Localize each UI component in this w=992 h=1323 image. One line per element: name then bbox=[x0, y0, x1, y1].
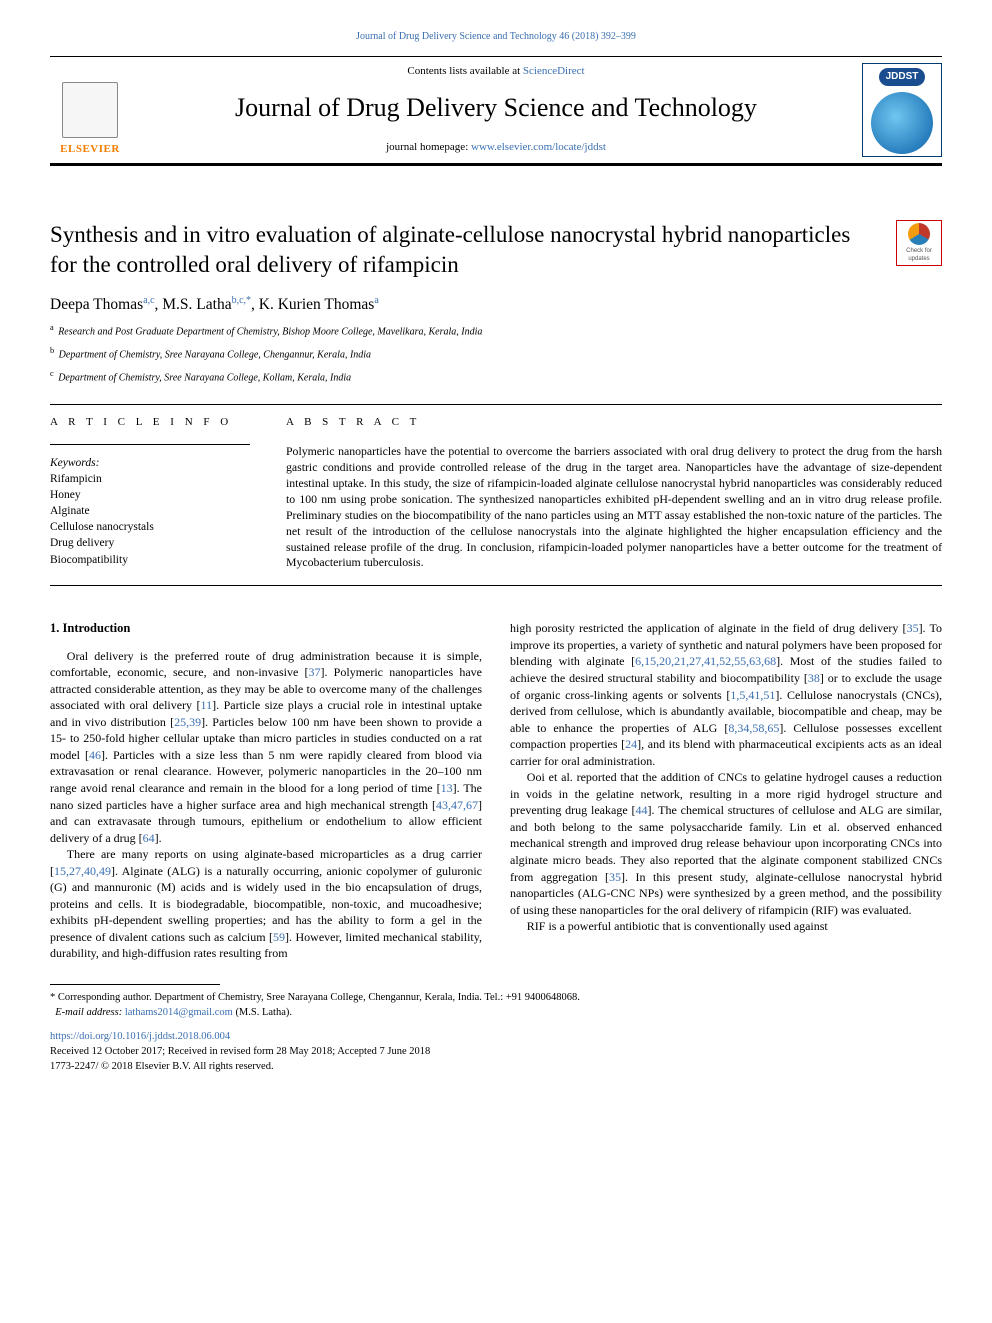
citation-link[interactable]: 46 bbox=[89, 748, 101, 762]
paragraph: RIF is a powerful antibiotic that is con… bbox=[510, 918, 942, 935]
citation-link[interactable]: 59 bbox=[273, 930, 285, 944]
email-label: E-mail address: bbox=[55, 1007, 125, 1018]
journal-name: Journal of Drug Delivery Science and Tec… bbox=[144, 90, 848, 126]
divider bbox=[50, 444, 250, 445]
affil-text: Research and Post Graduate Department of… bbox=[58, 326, 482, 337]
title-row: Synthesis and in vitro evaluation of alg… bbox=[50, 220, 942, 280]
affiliation-c: c Department of Chemistry, Sree Narayana… bbox=[50, 368, 942, 385]
body-text: high porosity restricted the application… bbox=[510, 621, 907, 635]
abstract-text: Polymeric nanoparticles have the potenti… bbox=[286, 444, 942, 571]
email-line: E-mail address: lathams2014@gmail.com (M… bbox=[50, 1006, 942, 1021]
keyword: Biocompatibility bbox=[50, 552, 250, 568]
corresponding-author: * Corresponding author. Department of Ch… bbox=[50, 991, 942, 1006]
abstract-head: A B S T R A C T bbox=[286, 415, 942, 430]
citation-link[interactable]: 1,5,41,51 bbox=[730, 688, 775, 702]
doi-link[interactable]: https://doi.org/10.1016/j.jddst.2018.06.… bbox=[50, 1030, 942, 1045]
check-for-updates-badge[interactable]: Check for updates bbox=[896, 220, 942, 266]
citation-link[interactable]: 44 bbox=[636, 803, 648, 817]
affiliation-a: a Research and Post Graduate Department … bbox=[50, 322, 942, 339]
jddst-logo: JDDST bbox=[862, 63, 942, 157]
contents-prefix: Contents lists available at bbox=[407, 65, 522, 77]
article-title: Synthesis and in vitro evaluation of alg… bbox=[50, 220, 880, 280]
citation-link[interactable]: 37 bbox=[309, 665, 321, 679]
contents-line: Contents lists available at ScienceDirec… bbox=[144, 64, 848, 79]
abstract-col: A B S T R A C T Polymeric nanoparticles … bbox=[286, 415, 942, 572]
crossmark-icon bbox=[908, 223, 930, 245]
article-info-head: A R T I C L E I N F O bbox=[50, 415, 250, 430]
email-link[interactable]: lathams2014@gmail.com bbox=[125, 1007, 233, 1018]
homepage-prefix: journal homepage: bbox=[386, 141, 471, 153]
citation-link[interactable]: 24 bbox=[625, 737, 637, 751]
citation-link[interactable]: 8,34,58,65 bbox=[728, 721, 779, 735]
elsevier-logo: ELSEVIER bbox=[50, 63, 130, 157]
citation-link[interactable]: 15,27,40,49 bbox=[54, 864, 111, 878]
paragraph: Oral delivery is the preferred route of … bbox=[50, 648, 482, 847]
affil-text: Department of Chemistry, Sree Narayana C… bbox=[58, 373, 351, 384]
citation-link[interactable]: 11 bbox=[201, 698, 213, 712]
copyright: 1773-2247/ © 2018 Elsevier B.V. All righ… bbox=[50, 1060, 942, 1075]
homepage-line: journal homepage: www.elsevier.com/locat… bbox=[144, 140, 848, 155]
divider bbox=[50, 404, 942, 405]
body-text: ]. bbox=[155, 831, 162, 845]
sciencedirect-link[interactable]: ScienceDirect bbox=[523, 65, 585, 77]
citation-link[interactable]: 43,47,67 bbox=[436, 798, 478, 812]
citation-link[interactable]: 6,15,20,21,27,41,52,55,63,68 bbox=[635, 654, 776, 668]
citation-link[interactable]: 35 bbox=[609, 870, 621, 884]
affil-sup: a bbox=[50, 323, 54, 332]
elsevier-label: ELSEVIER bbox=[60, 142, 120, 157]
section-head-intro: 1. Introduction bbox=[50, 620, 482, 637]
body-text: RIF is a powerful antibiotic that is con… bbox=[527, 919, 828, 933]
affil-text: Department of Chemistry, Sree Narayana C… bbox=[59, 349, 371, 360]
jddst-cover-icon bbox=[871, 92, 933, 154]
paragraph: high porosity restricted the application… bbox=[510, 620, 942, 769]
keyword: Cellulose nanocrystals bbox=[50, 519, 250, 535]
jddst-label: JDDST bbox=[879, 68, 926, 86]
received-dates: Received 12 October 2017; Received in re… bbox=[50, 1045, 942, 1060]
authors: Deepa Thomasa,c, M.S. Lathab,c,*, K. Kur… bbox=[50, 294, 942, 316]
citation-link[interactable]: 35 bbox=[907, 621, 919, 635]
affil-sup: c bbox=[50, 369, 54, 378]
header-center: Contents lists available at ScienceDirec… bbox=[144, 64, 848, 155]
journal-header: ELSEVIER Contents lists available at Sci… bbox=[50, 56, 942, 166]
footer-divider bbox=[50, 984, 220, 985]
info-abstract-row: A R T I C L E I N F O Keywords: Rifampic… bbox=[50, 415, 942, 572]
citation-link[interactable]: 64 bbox=[143, 831, 155, 845]
keyword: Drug delivery bbox=[50, 535, 250, 551]
citation-link[interactable]: 25,39 bbox=[174, 715, 201, 729]
affiliation-b: b Department of Chemistry, Sree Narayana… bbox=[50, 345, 942, 362]
homepage-link[interactable]: www.elsevier.com/locate/jddst bbox=[471, 141, 606, 153]
paragraph: Ooi et al. reported that the addition of… bbox=[510, 769, 942, 918]
keyword: Alginate bbox=[50, 503, 250, 519]
keyword: Rifampicin bbox=[50, 471, 250, 487]
top-journal-ref: Journal of Drug Delivery Science and Tec… bbox=[50, 30, 942, 44]
affil-sup: b bbox=[50, 346, 54, 355]
email-suffix: (M.S. Latha). bbox=[233, 1007, 292, 1018]
body-text: ]. Particles with a size less than 5 nm … bbox=[50, 748, 482, 795]
elsevier-tree-icon bbox=[62, 82, 118, 138]
body-columns: 1. Introduction Oral delivery is the pre… bbox=[50, 620, 942, 962]
keywords-label: Keywords: bbox=[50, 455, 250, 471]
paragraph: There are many reports on using alginate… bbox=[50, 846, 482, 962]
check-updates-label: Check for updates bbox=[897, 247, 941, 264]
divider bbox=[50, 585, 942, 586]
citation-link[interactable]: 38 bbox=[808, 671, 820, 685]
article-info-col: A R T I C L E I N F O Keywords: Rifampic… bbox=[50, 415, 250, 572]
citation-link[interactable]: 13 bbox=[441, 781, 453, 795]
keyword: Honey bbox=[50, 487, 250, 503]
